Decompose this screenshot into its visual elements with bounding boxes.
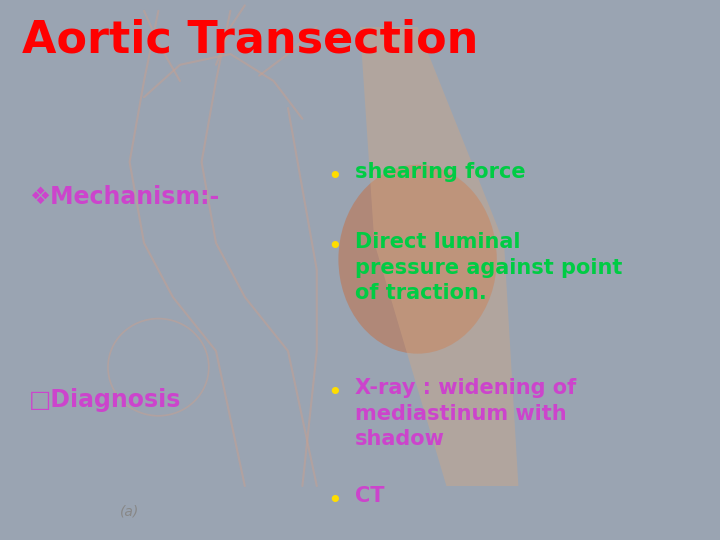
Ellipse shape xyxy=(338,165,497,354)
Text: •: • xyxy=(328,235,342,259)
Text: (a): (a) xyxy=(120,504,139,518)
Text: •: • xyxy=(328,381,342,404)
Text: □Diagnosis: □Diagnosis xyxy=(29,388,181,411)
Text: •: • xyxy=(328,165,342,188)
Text: ❖Mechanism:-: ❖Mechanism:- xyxy=(29,185,219,209)
Polygon shape xyxy=(360,27,518,486)
Text: Direct luminal
pressure against point
of traction.: Direct luminal pressure against point of… xyxy=(355,232,622,303)
Text: •: • xyxy=(328,489,342,512)
Text: shearing force: shearing force xyxy=(355,162,526,182)
Text: CT: CT xyxy=(355,486,384,506)
Text: Aortic Transection: Aortic Transection xyxy=(22,19,478,62)
Text: X-ray : widening of
mediastinum with
shadow: X-ray : widening of mediastinum with sha… xyxy=(355,378,576,449)
